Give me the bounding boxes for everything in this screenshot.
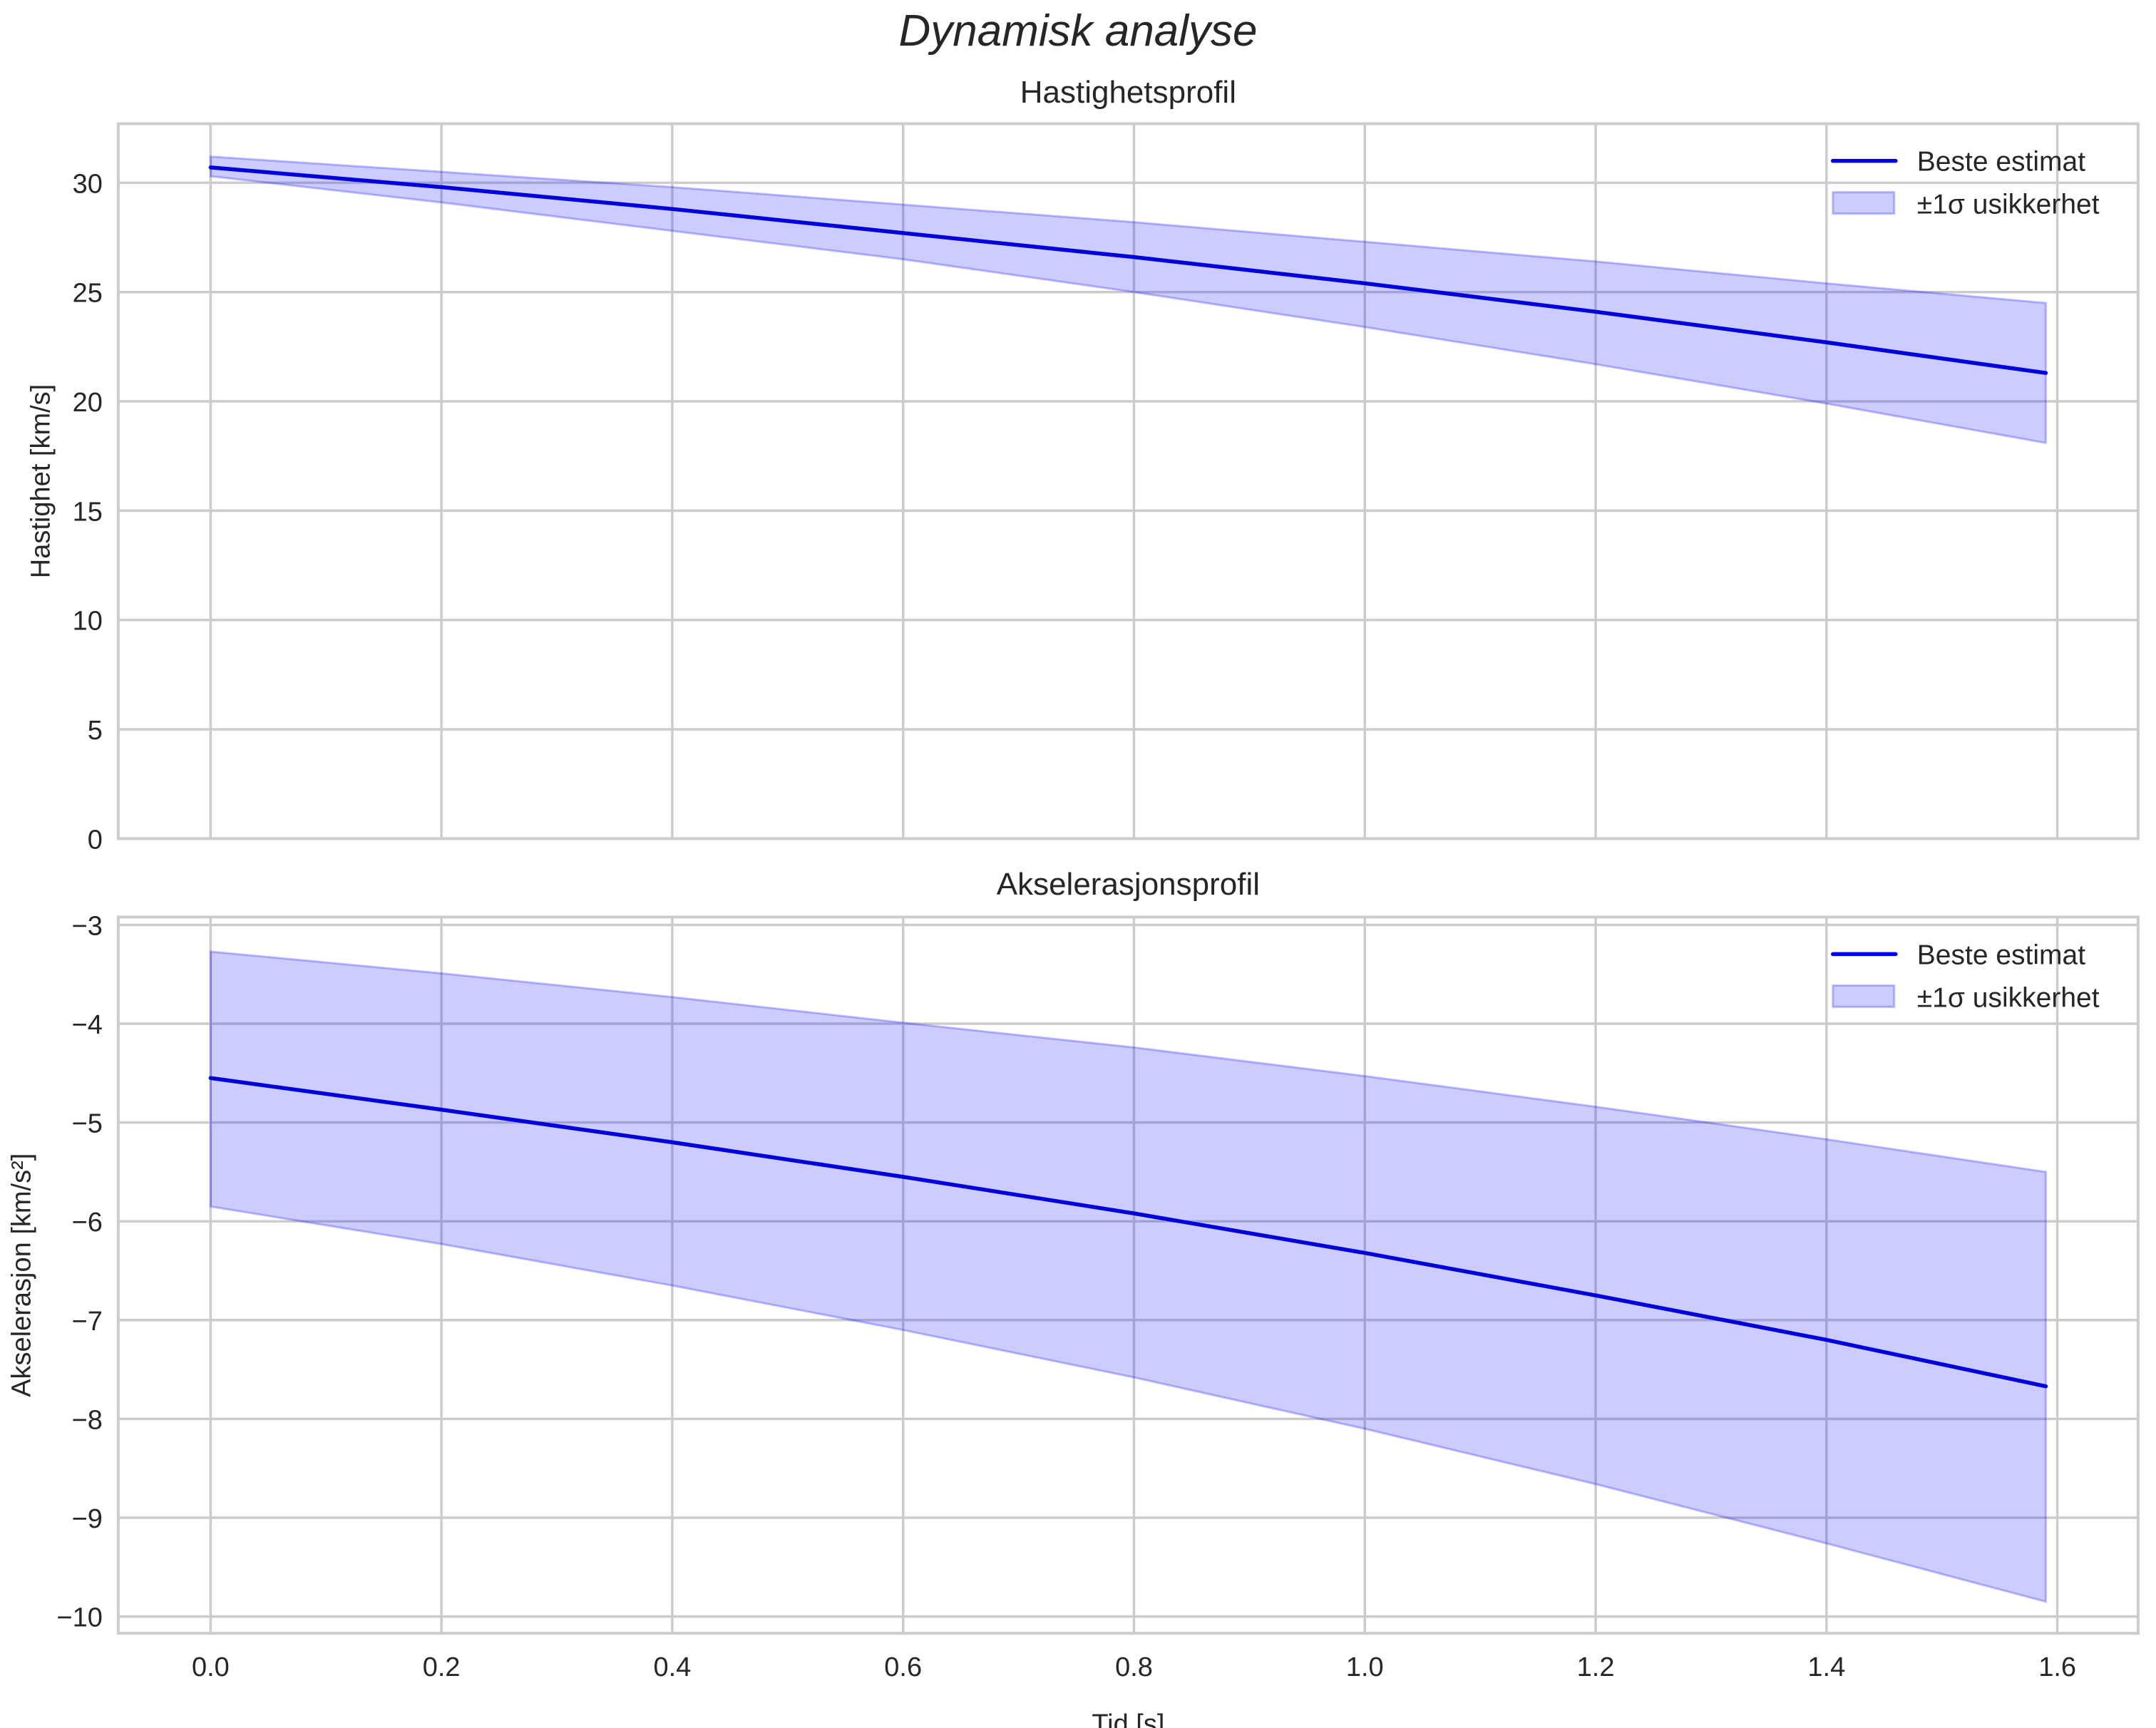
velocity-best-estimate-line [208, 165, 2048, 375]
x-tick-label: 0.2 [423, 1652, 461, 1682]
x-tick-label: 0.0 [192, 1652, 230, 1682]
x-tick-label: 1.0 [1346, 1652, 1384, 1682]
legend-label: ±1σ usikkerhet [1917, 190, 2100, 220]
y-tick-label: 5 [88, 716, 103, 746]
axes-frame [116, 122, 2140, 840]
y-tick-label: −3 [72, 911, 103, 941]
velocity-plot-title: Hastighetsprofil [1020, 75, 1236, 110]
x-tick-label: 1.2 [1577, 1652, 1615, 1682]
y-tick-label: 20 [73, 388, 103, 418]
y-tick-label: 15 [73, 497, 103, 527]
legend-label: ±1σ usikkerhet [1917, 982, 2100, 1013]
x-tick-label: 1.6 [2038, 1652, 2076, 1682]
legend-label: Beste estimat [1917, 147, 2085, 178]
y-tick-label: 0 [88, 825, 103, 855]
acceleration-best-estimate-line [208, 1076, 2048, 1389]
x-axis-label: Tid [s] [1092, 1709, 1164, 1728]
y-tick-label: −5 [72, 1109, 103, 1139]
acceleration-axes: −3 −4 −5 −6 −7 −8 −9 −10 0.0 0.2 0.4 0.6 0.8 1.0 1.2 1.… [6, 911, 2140, 1728]
y-tick-label: 25 [73, 279, 103, 309]
velocity-uncertainty-band [209, 155, 2047, 445]
y-tick-label: −7 [72, 1307, 103, 1337]
x-tick-label: 0.8 [1115, 1652, 1153, 1682]
x-tick-label: 0.6 [884, 1652, 922, 1682]
x-tick-label: 0.4 [654, 1652, 692, 1682]
x-tick-label: 1.4 [1807, 1652, 1845, 1682]
y-tick-label: −9 [72, 1504, 103, 1534]
legend-band-icon [1832, 191, 1896, 215]
velocity-axes: 0 5 10 15 20 25 30 Hastighet [km/s] Beste estima… [26, 122, 2140, 855]
y-tick-label: 10 [73, 607, 103, 637]
legend-band-icon [1832, 984, 1896, 1008]
y-tick-label: −4 [72, 1010, 103, 1040]
y-tick-label: −10 [56, 1603, 102, 1633]
y-tick-label: −8 [72, 1405, 103, 1435]
axes-frame [116, 915, 2140, 1635]
legend-label: Beste estimat [1917, 940, 2085, 970]
velocity-y-axis-label: Hastighet [km/s] [26, 384, 56, 578]
y-tick-label: 30 [73, 169, 103, 199]
y-tick-label: −6 [72, 1208, 103, 1238]
figure-suptitle: Dynamisk analyse [898, 6, 1258, 56]
acceleration-uncertainty-band [209, 950, 2047, 1603]
acceleration-y-axis-label: Akselerasjon [km/s²] [6, 1153, 36, 1397]
acceleration-plot-title: Akselerasjonsprofil [996, 866, 1261, 902]
